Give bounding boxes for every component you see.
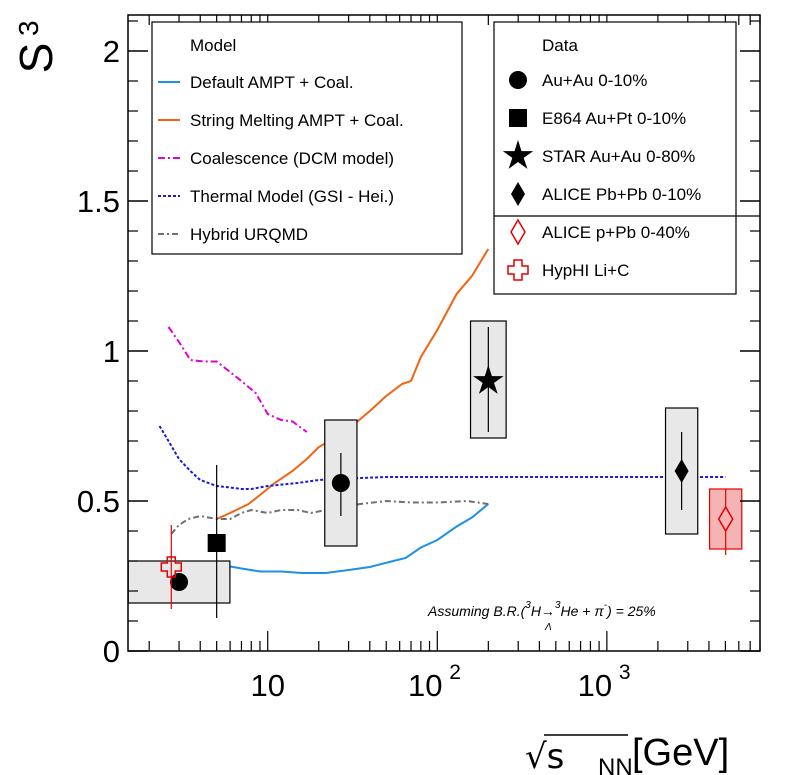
legend-marker [509,109,527,127]
axes: 0 0.5 1 1.5 2 10 10 2 10 3 [77,15,761,703]
svg-text:[GeV]: [GeV] [632,732,729,774]
model-curve [216,503,489,574]
legend-label: E864 Au+Pt 0-10% [542,109,686,128]
data-marker [160,556,183,578]
legend-label: Coalescence (DCM model) [190,149,394,168]
svg-text:3: 3 [13,20,44,36]
legend-marker [511,182,525,206]
data-legend-title: Data [542,36,578,55]
legend-label: Default AMPT + Coal. [190,73,354,92]
data-points [127,320,743,618]
x-tick-label: 10 [250,668,284,703]
data-marker [674,459,689,483]
legend-label: STAR Au+Au 0-80% [542,147,695,166]
legend-marker [502,140,534,169]
data-marker [473,365,504,394]
plot-frame [127,14,761,652]
y-axis-title: S 3 [10,20,62,73]
y-tick-label: 0 [103,634,120,669]
x-tick-label: 10 [578,668,612,703]
legend-label: Hybrid URQMD [190,225,308,244]
legend-marker [510,218,526,246]
legend-marker [509,71,527,89]
data-marker [207,534,226,552]
legend-label: Thermal Model (GSI - Hei.) [190,187,394,206]
x-tick-label: 10 [408,668,442,703]
legend-label: ALICE p+Pb 0-40% [542,223,690,242]
model-curve [158,425,726,490]
y-tick-label: 2 [103,34,120,69]
legend-marker [507,259,529,281]
legend-label: ALICE Pb+Pb 0-10% [542,185,701,204]
data-marker [331,474,350,492]
legend-label: Au+Au 0-10% [542,71,647,90]
model-legend: Model Default AMPT + Coal. String Melting… [151,21,463,255]
model-curve [170,499,489,535]
svg-text:Assuming B.R.(3H→3He + π-) = 2: Assuming B.R.(3H→3He + π-) = 25% [427,600,656,619]
x-axis-title: √s NN [GeV] [525,732,729,775]
data-marker [717,505,734,533]
model-curve [167,326,308,433]
y-tick-label: 1 [103,334,120,369]
data-marker [170,573,189,591]
x-tick-exponent: 2 [449,661,461,684]
svg-text:Λ: Λ [544,622,552,633]
x-tick-exponent: 3 [619,661,631,684]
model-legend-title: Model [190,36,236,55]
legend-label: String Melting AMPT + Coal. [190,111,404,130]
y-tick-label: 1.5 [77,184,120,219]
branching-ratio-annotation: Assuming B.R.(3H→3He + π-) = 25% Λ [427,600,656,633]
y-tick-label: 0.5 [77,484,120,519]
svg-text:NN: NN [598,754,633,775]
svg-text:√s: √s [525,737,564,775]
legend-label: HypHI Li+C [542,261,629,280]
svg-text:S: S [10,43,62,74]
data-legend: Data Au+Au 0-10% E864 Au+Pt 0-10% STAR Au+… [493,21,760,295]
